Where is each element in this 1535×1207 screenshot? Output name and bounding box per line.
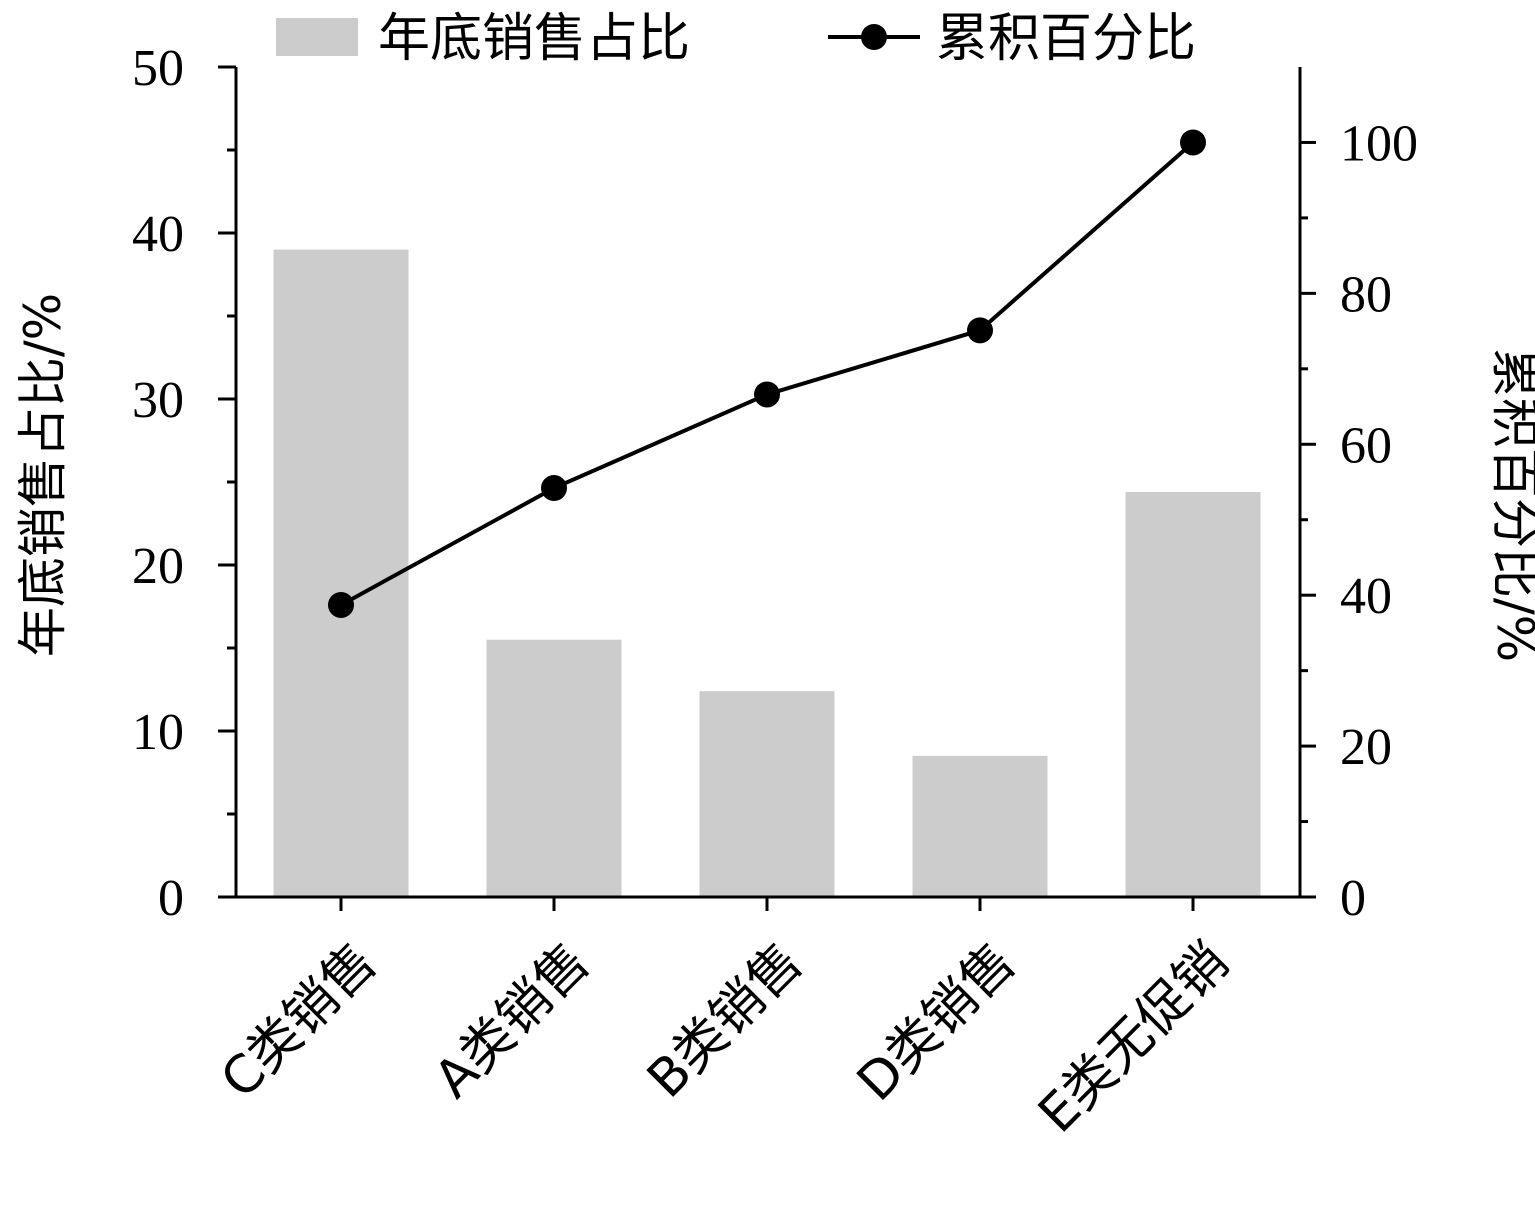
cumulative-line <box>340 140 1195 607</box>
bar <box>1125 491 1261 897</box>
right-tick-label: 100 <box>1340 115 1418 172</box>
bar <box>273 249 409 898</box>
x-tick-label: A类销售 <box>423 932 601 1110</box>
legend-line-marker <box>861 24 887 50</box>
x-tick-label: B类销售 <box>636 932 814 1110</box>
bar <box>912 755 1048 897</box>
right-tick-label: 0 <box>1340 870 1366 927</box>
left-tick-label: 20 <box>132 538 184 595</box>
x-tick-label: D类销售 <box>846 932 1027 1113</box>
right-tick-label: 40 <box>1340 568 1392 625</box>
left-tick-label: 40 <box>132 206 184 263</box>
bar-series <box>273 249 1261 898</box>
left-tick-label: 0 <box>158 870 184 927</box>
left-y-ticks: 0 10 20 30 40 50 <box>132 40 236 927</box>
x-tick-label: E类无促销 <box>1027 932 1240 1145</box>
right-tick-label: 60 <box>1340 417 1392 474</box>
left-tick-label: 10 <box>132 704 184 761</box>
cumulative-line-series <box>328 129 1206 618</box>
right-y-axis-title: 累积百分比/% <box>1486 348 1535 662</box>
legend-bar-label: 年底销售占比 <box>378 9 690 69</box>
left-tick-label: 30 <box>132 372 184 429</box>
bar <box>699 691 835 897</box>
left-tick-label: 50 <box>132 40 184 97</box>
legend: 年底销售占比 累积百分比 <box>276 9 1196 69</box>
legend-line-label: 累积百分比 <box>936 9 1196 69</box>
legend-bar-swatch <box>276 18 358 56</box>
x-ticks: C类销售 A类销售 B类销售 D类销售 E类无促销 <box>210 897 1240 1145</box>
line-point <box>541 475 567 502</box>
line-point <box>328 591 354 618</box>
line-point <box>1180 129 1206 156</box>
line-point <box>754 381 780 408</box>
left-y-axis-title: 年底销售占比/% <box>14 293 72 657</box>
line-point <box>967 317 993 344</box>
bar <box>486 639 622 897</box>
x-tick-label: C类销售 <box>210 932 388 1110</box>
right-y-ticks: 0 20 40 60 80 100 <box>1300 115 1418 927</box>
right-tick-label: 20 <box>1340 719 1392 776</box>
right-tick-label: 80 <box>1340 266 1392 323</box>
